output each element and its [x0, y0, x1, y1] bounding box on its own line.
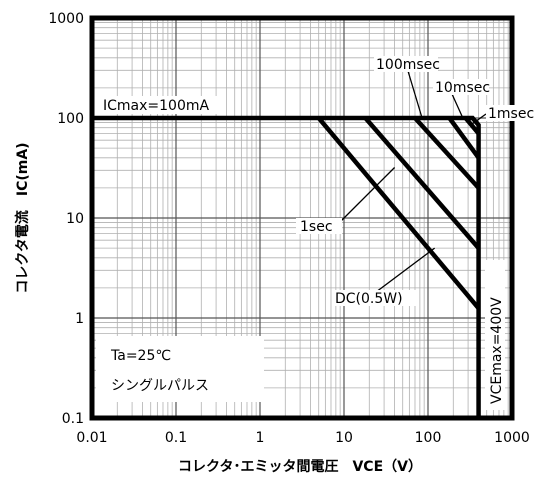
series-line-1	[447, 116, 481, 160]
series-label-dc: DC(0.5W)	[335, 291, 403, 307]
series-line-2	[413, 116, 481, 190]
plot-frame	[89, 15, 515, 421]
series-label-10msec: 10msec	[435, 80, 490, 96]
series-line-4	[316, 116, 481, 310]
condition-temperature: Ta=25℃	[110, 348, 171, 364]
condition-pulse: シングルパルス	[111, 378, 209, 394]
x-tick-labels: 0.01 0.1 1 10 100 1000	[76, 430, 529, 446]
y-tick-labels: 0.1 1 10 100 1000	[48, 11, 84, 427]
y-tick-label: 100	[57, 111, 84, 127]
condition-box: Ta=25℃ シングルパルス	[96, 336, 264, 402]
leader-line-2	[472, 113, 487, 125]
label-icmax: ICmax=100mA	[100, 96, 220, 114]
y-tick-label: 10	[66, 211, 84, 227]
label-dc: DC(0.5W)	[333, 290, 419, 307]
x-axis-title: コレクタ･エミッタ間電圧 VCE（V）	[178, 458, 422, 475]
y-tick-label: 0.1	[62, 411, 84, 427]
x-tick-label: 0.1	[165, 430, 187, 446]
label-1msec: 1msec	[486, 105, 538, 122]
y-tick-label: 1	[75, 311, 84, 327]
y-tick-label: 1000	[48, 11, 84, 27]
label-vcemax: VCEmax=400V	[485, 260, 505, 410]
label-100msec: 100msec	[374, 56, 440, 73]
x-tick-label: 1	[256, 430, 265, 446]
series-label-100msec: 100msec	[376, 57, 440, 73]
leader-line-0	[407, 70, 423, 119]
series-label-1sec: 1sec	[300, 219, 333, 235]
label-10msec: 10msec	[433, 79, 490, 96]
leader-line-1	[451, 93, 464, 119]
leader-lines	[339, 70, 487, 293]
series-line-3	[363, 116, 481, 250]
vcemax-label: VCEmax=400V	[489, 297, 505, 404]
x-tick-label: 10	[335, 430, 353, 446]
series-lines	[316, 116, 481, 310]
x-tick-label: 100	[415, 430, 442, 446]
label-1sec: 1sec	[296, 218, 342, 235]
leader-line-3	[339, 167, 396, 223]
x-tick-label: 1000	[494, 430, 530, 446]
leader-line-4	[375, 247, 436, 293]
y-axis-title: コレクタ電流 IC(mA)	[14, 142, 31, 293]
icmax-label: ICmax=100mA	[103, 98, 209, 114]
x-tick-label: 0.01	[76, 430, 107, 446]
series-label-1msec: 1msec	[488, 106, 534, 122]
